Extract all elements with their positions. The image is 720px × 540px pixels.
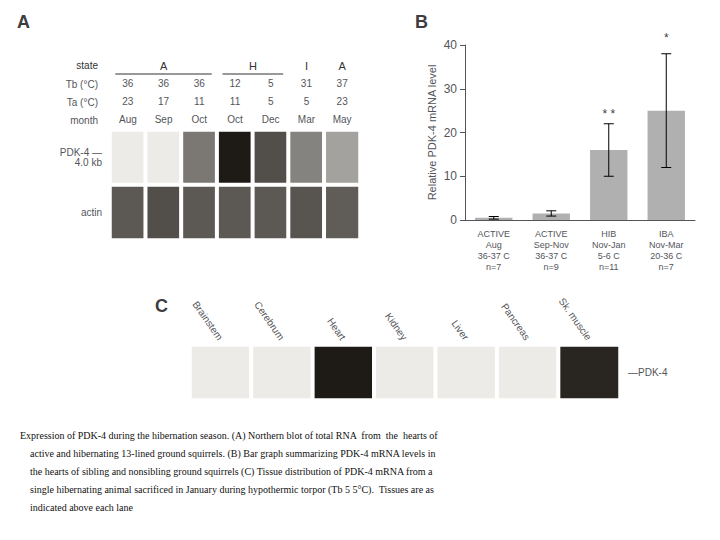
svg-text:single hibernating animal sacr: single hibernating animal sacrificed in …	[20, 484, 434, 496]
svg-text:Dec: Dec	[262, 114, 280, 125]
svg-text:36: 36	[194, 78, 206, 89]
svg-text:17: 17	[158, 96, 170, 107]
svg-text:IBA: IBA	[659, 229, 674, 239]
svg-text:HIB: HIB	[601, 229, 616, 239]
svg-text:Sep-Nov: Sep-Nov	[534, 240, 570, 250]
svg-text:5: 5	[268, 78, 274, 89]
svg-text:Aug: Aug	[486, 240, 502, 250]
svg-text:indicated above each lane: indicated above each lane	[20, 502, 134, 513]
svg-text:I: I	[305, 60, 308, 72]
svg-text:Sep: Sep	[155, 114, 173, 125]
svg-text:30: 30	[444, 82, 458, 96]
svg-text:Liver: Liver	[449, 318, 471, 343]
svg-text:Expression of PDK-4 during the: Expression of PDK-4 during the hibernati…	[20, 430, 438, 442]
svg-text:5: 5	[268, 96, 274, 107]
svg-text:actin: actin	[81, 207, 102, 218]
svg-text:Kidney: Kidney	[383, 311, 410, 342]
svg-text:11: 11	[194, 96, 205, 107]
svg-text:C: C	[155, 296, 168, 316]
svg-text:H: H	[249, 60, 257, 72]
svg-text:Heart: Heart	[325, 316, 348, 343]
svg-text:20-36 C: 20-36 C	[650, 251, 683, 261]
svg-text:10: 10	[444, 169, 458, 183]
svg-text:37: 37	[337, 78, 349, 89]
svg-text:40: 40	[444, 38, 458, 52]
svg-text:5: 5	[304, 96, 310, 107]
svg-text:B: B	[415, 12, 428, 32]
svg-text:20: 20	[444, 126, 458, 140]
svg-text:31: 31	[301, 78, 313, 89]
svg-text:36-37 C: 36-37 C	[535, 251, 568, 261]
svg-text:Nov-Mar: Nov-Mar	[649, 240, 684, 250]
svg-text:n=7: n=7	[659, 262, 674, 272]
svg-text:Aug: Aug	[119, 114, 137, 125]
svg-text:Sk. muscle: Sk. muscle	[557, 296, 594, 343]
svg-text:ACTIVE: ACTIVE	[535, 229, 568, 239]
svg-text:n=7: n=7	[486, 262, 501, 272]
svg-text:Oct: Oct	[227, 114, 243, 125]
svg-text:A: A	[160, 60, 168, 72]
svg-text:* *: * *	[602, 107, 615, 121]
svg-text:—PDK-4: —PDK-4	[628, 367, 668, 378]
svg-text:PDK-4 —: PDK-4 —	[59, 147, 102, 158]
svg-text:0: 0	[450, 213, 457, 227]
svg-text:36: 36	[158, 78, 170, 89]
svg-text:36: 36	[122, 78, 134, 89]
svg-text:the hearts of sibling and nons: the hearts of sibling and nonsibling gro…	[20, 466, 433, 478]
svg-text:4.0 kb: 4.0 kb	[75, 157, 103, 168]
svg-text:Pancreas: Pancreas	[499, 301, 532, 342]
svg-text:23: 23	[122, 96, 134, 107]
svg-text:month: month	[70, 115, 98, 126]
svg-text:Mar: Mar	[298, 114, 316, 125]
svg-text:5-6 C: 5-6 C	[598, 251, 621, 261]
svg-text:Brainstem: Brainstem	[190, 299, 225, 342]
svg-text:11: 11	[230, 96, 241, 107]
svg-text:ACTIVE: ACTIVE	[477, 229, 510, 239]
svg-text:May: May	[333, 114, 352, 125]
svg-text:23: 23	[337, 96, 349, 107]
svg-text:Oct: Oct	[192, 114, 208, 125]
svg-text:active and hibernating 13-line: active and hibernating 13-lined ground s…	[20, 448, 435, 460]
svg-text:Tb (°C): Tb (°C)	[66, 79, 98, 90]
svg-text:*: *	[664, 31, 669, 45]
svg-text:A: A	[17, 12, 30, 32]
svg-text:Nov-Jan: Nov-Jan	[592, 240, 626, 250]
svg-text:12: 12	[229, 78, 241, 89]
svg-text:n=9: n=9	[544, 262, 559, 272]
svg-text:state: state	[76, 60, 98, 71]
svg-text:Ta (°C): Ta (°C)	[67, 97, 98, 108]
svg-text:Cerebrum: Cerebrum	[252, 299, 287, 342]
svg-text:A: A	[338, 60, 346, 72]
svg-text:36-37 C: 36-37 C	[478, 251, 511, 261]
svg-text:n=11: n=11	[599, 262, 619, 272]
svg-text:Relative PDK-4 mRNA level: Relative PDK-4 mRNA level	[426, 65, 438, 201]
